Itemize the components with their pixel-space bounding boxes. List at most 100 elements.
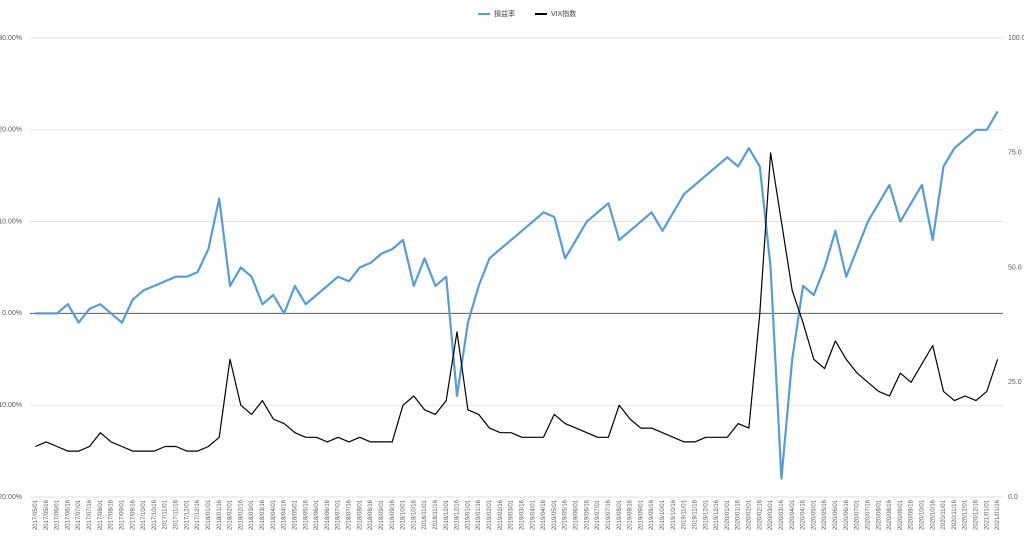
series-line bbox=[35, 110, 999, 480]
legend-label: 損益率 bbox=[494, 9, 515, 18]
x-tick-label: 2018/04/01 bbox=[271, 499, 277, 530]
x-tick-label: 2019/09/01 bbox=[638, 499, 644, 530]
x-tick-label: 2017/11/16 bbox=[174, 499, 180, 529]
x-tick-label: 2018/09/01 bbox=[379, 499, 385, 530]
x-tick-label: 2020/11/16 bbox=[952, 499, 958, 529]
x-tick-label: 2020/01/16 bbox=[736, 499, 742, 530]
x-tick-label: 2019/07/01 bbox=[595, 499, 601, 530]
x-tick-label: 2019/10/16 bbox=[671, 499, 677, 530]
x-tick-label: 2020/07/01 bbox=[855, 499, 861, 530]
x-tick-label: 2020/07/16 bbox=[865, 499, 871, 530]
legend-label: VIX指数 bbox=[551, 9, 576, 18]
x-tick-label: 2020/06/16 bbox=[844, 499, 850, 530]
x-tick-label: 2018/11/16 bbox=[433, 499, 439, 529]
y-tick-label: 20.00% bbox=[0, 127, 22, 134]
x-tick-label: 2020/03/16 bbox=[779, 499, 785, 530]
x-tick-label: 2019/02/16 bbox=[498, 499, 504, 530]
x-tick-label: 2017/07/16 bbox=[87, 499, 93, 530]
x-tick-label: 2017/07/01 bbox=[76, 499, 82, 530]
x-tick-label: 2019/11/01 bbox=[682, 499, 688, 529]
x-tick-label: 2018/12/01 bbox=[444, 499, 450, 530]
x-tick-label: 2019/01/16 bbox=[476, 499, 482, 530]
x-tick-label: 2020/08/16 bbox=[887, 499, 893, 530]
x-tick-label: 2018/12/16 bbox=[455, 499, 461, 530]
x-tick-label: 2021/01/16 bbox=[995, 499, 1001, 530]
x-tick-label: 2019/08/16 bbox=[628, 499, 634, 530]
x-tick-label: 2017/09/01 bbox=[119, 499, 125, 530]
x-tick-label: 2018/04/16 bbox=[282, 499, 288, 530]
y2-tick-label: 75.0 bbox=[1008, 150, 1022, 157]
x-tick-label: 2017/05/01 bbox=[33, 499, 39, 530]
x-tick-label: 2019/08/01 bbox=[617, 499, 623, 530]
x-tick-label: 2019/09/16 bbox=[649, 499, 655, 530]
x-tick-label: 2020/05/01 bbox=[811, 499, 817, 530]
x-tick-label: 2020/01/01 bbox=[725, 499, 731, 530]
x-tick-label: 2018/08/16 bbox=[368, 499, 374, 530]
x-tick-label: 2020/10/16 bbox=[930, 499, 936, 530]
y-tick-label: 30.00% bbox=[0, 35, 22, 42]
x-tick-label: 2019/12/16 bbox=[714, 499, 720, 530]
x-tick-label: 2021/01/01 bbox=[984, 499, 990, 530]
x-tick-label: 2020/11/01 bbox=[941, 499, 947, 529]
y2-tick-label: 25.0 bbox=[1008, 379, 1022, 386]
x-tick-label: 2018/06/16 bbox=[325, 499, 331, 530]
x-tick-label: 2017/08/01 bbox=[98, 499, 104, 530]
x-tick-label: 2020/08/01 bbox=[876, 499, 882, 530]
y-tick-label: 10.00% bbox=[0, 218, 22, 225]
x-tick-label: 2017/06/01 bbox=[55, 499, 61, 530]
x-tick-label: 2017/10/01 bbox=[141, 499, 147, 530]
x-tick-label: 2017/11/01 bbox=[163, 499, 169, 529]
x-tick-label: 2019/01/01 bbox=[465, 499, 471, 530]
x-tick-label: 2019/04/16 bbox=[541, 499, 547, 530]
x-tick-label: 2018/10/01 bbox=[401, 499, 407, 530]
y-tick-label: -20.00% bbox=[0, 494, 22, 501]
x-tick-label: 2020/06/01 bbox=[833, 499, 839, 530]
series-line bbox=[35, 152, 999, 452]
x-tick-label: 2018/01/01 bbox=[206, 499, 212, 530]
x-tick-label: 2018/11/01 bbox=[422, 499, 428, 529]
x-tick-label: 2018/05/01 bbox=[292, 499, 298, 530]
x-tick-label: 2020/09/01 bbox=[898, 499, 904, 530]
x-tick-label: 2019/05/01 bbox=[552, 499, 558, 530]
x-tick-label: 2017/06/16 bbox=[65, 499, 71, 530]
y-tick-label: 0.00% bbox=[2, 310, 22, 317]
y-tick-label: -10.00% bbox=[0, 402, 22, 409]
x-tick-label: 2018/01/16 bbox=[217, 499, 223, 530]
x-tick-label: 2020/09/16 bbox=[909, 499, 915, 530]
x-tick-label: 2018/07/16 bbox=[347, 499, 353, 530]
x-tick-label: 2018/09/16 bbox=[390, 499, 396, 530]
x-tick-label: 2020/12/01 bbox=[963, 499, 969, 530]
x-tick-label: 2019/03/01 bbox=[509, 499, 515, 530]
x-tick-label: 2020/12/16 bbox=[974, 499, 980, 530]
x-tick-label: 2017/05/16 bbox=[44, 499, 50, 530]
x-tick-label: 2018/03/01 bbox=[249, 499, 255, 530]
x-tick-label: 2017/12/16 bbox=[195, 499, 201, 530]
x-tick-label: 2018/08/01 bbox=[357, 499, 363, 530]
x-tick-label: 2018/10/16 bbox=[411, 499, 417, 530]
x-tick-label: 2019/03/16 bbox=[519, 499, 525, 530]
x-tick-label: 2020/03/01 bbox=[768, 499, 774, 530]
x-tick-label: 2017/09/16 bbox=[130, 499, 136, 530]
x-tick-label: 2020/04/01 bbox=[790, 499, 796, 530]
y2-tick-label: 0.0 bbox=[1008, 494, 1018, 501]
x-tick-label: 2019/07/16 bbox=[606, 499, 612, 530]
x-tick-label: 2017/08/16 bbox=[109, 499, 115, 530]
y2-tick-label: 100.0 bbox=[1008, 35, 1024, 42]
x-tick-label: 2020/10/01 bbox=[919, 499, 925, 530]
x-tick-label: 2018/05/16 bbox=[303, 499, 309, 530]
x-tick-label: 2017/10/16 bbox=[152, 499, 158, 530]
x-tick-label: 2019/12/01 bbox=[703, 499, 709, 530]
y2-tick-label: 50.0 bbox=[1008, 264, 1022, 271]
x-tick-label: 2020/04/16 bbox=[801, 499, 807, 530]
x-tick-label: 2017/12/01 bbox=[184, 499, 190, 530]
x-tick-label: 2019/11/16 bbox=[692, 499, 698, 529]
x-tick-label: 2019/06/01 bbox=[574, 499, 580, 530]
x-tick-label: 2020/02/16 bbox=[757, 499, 763, 530]
x-tick-label: 2019/06/16 bbox=[584, 499, 590, 530]
x-tick-label: 2018/02/01 bbox=[228, 499, 234, 530]
x-tick-label: 2018/03/16 bbox=[260, 499, 266, 530]
x-tick-label: 2020/02/01 bbox=[747, 499, 753, 530]
x-tick-label: 2018/07/01 bbox=[336, 499, 342, 530]
x-tick-label: 2019/10/01 bbox=[660, 499, 666, 530]
